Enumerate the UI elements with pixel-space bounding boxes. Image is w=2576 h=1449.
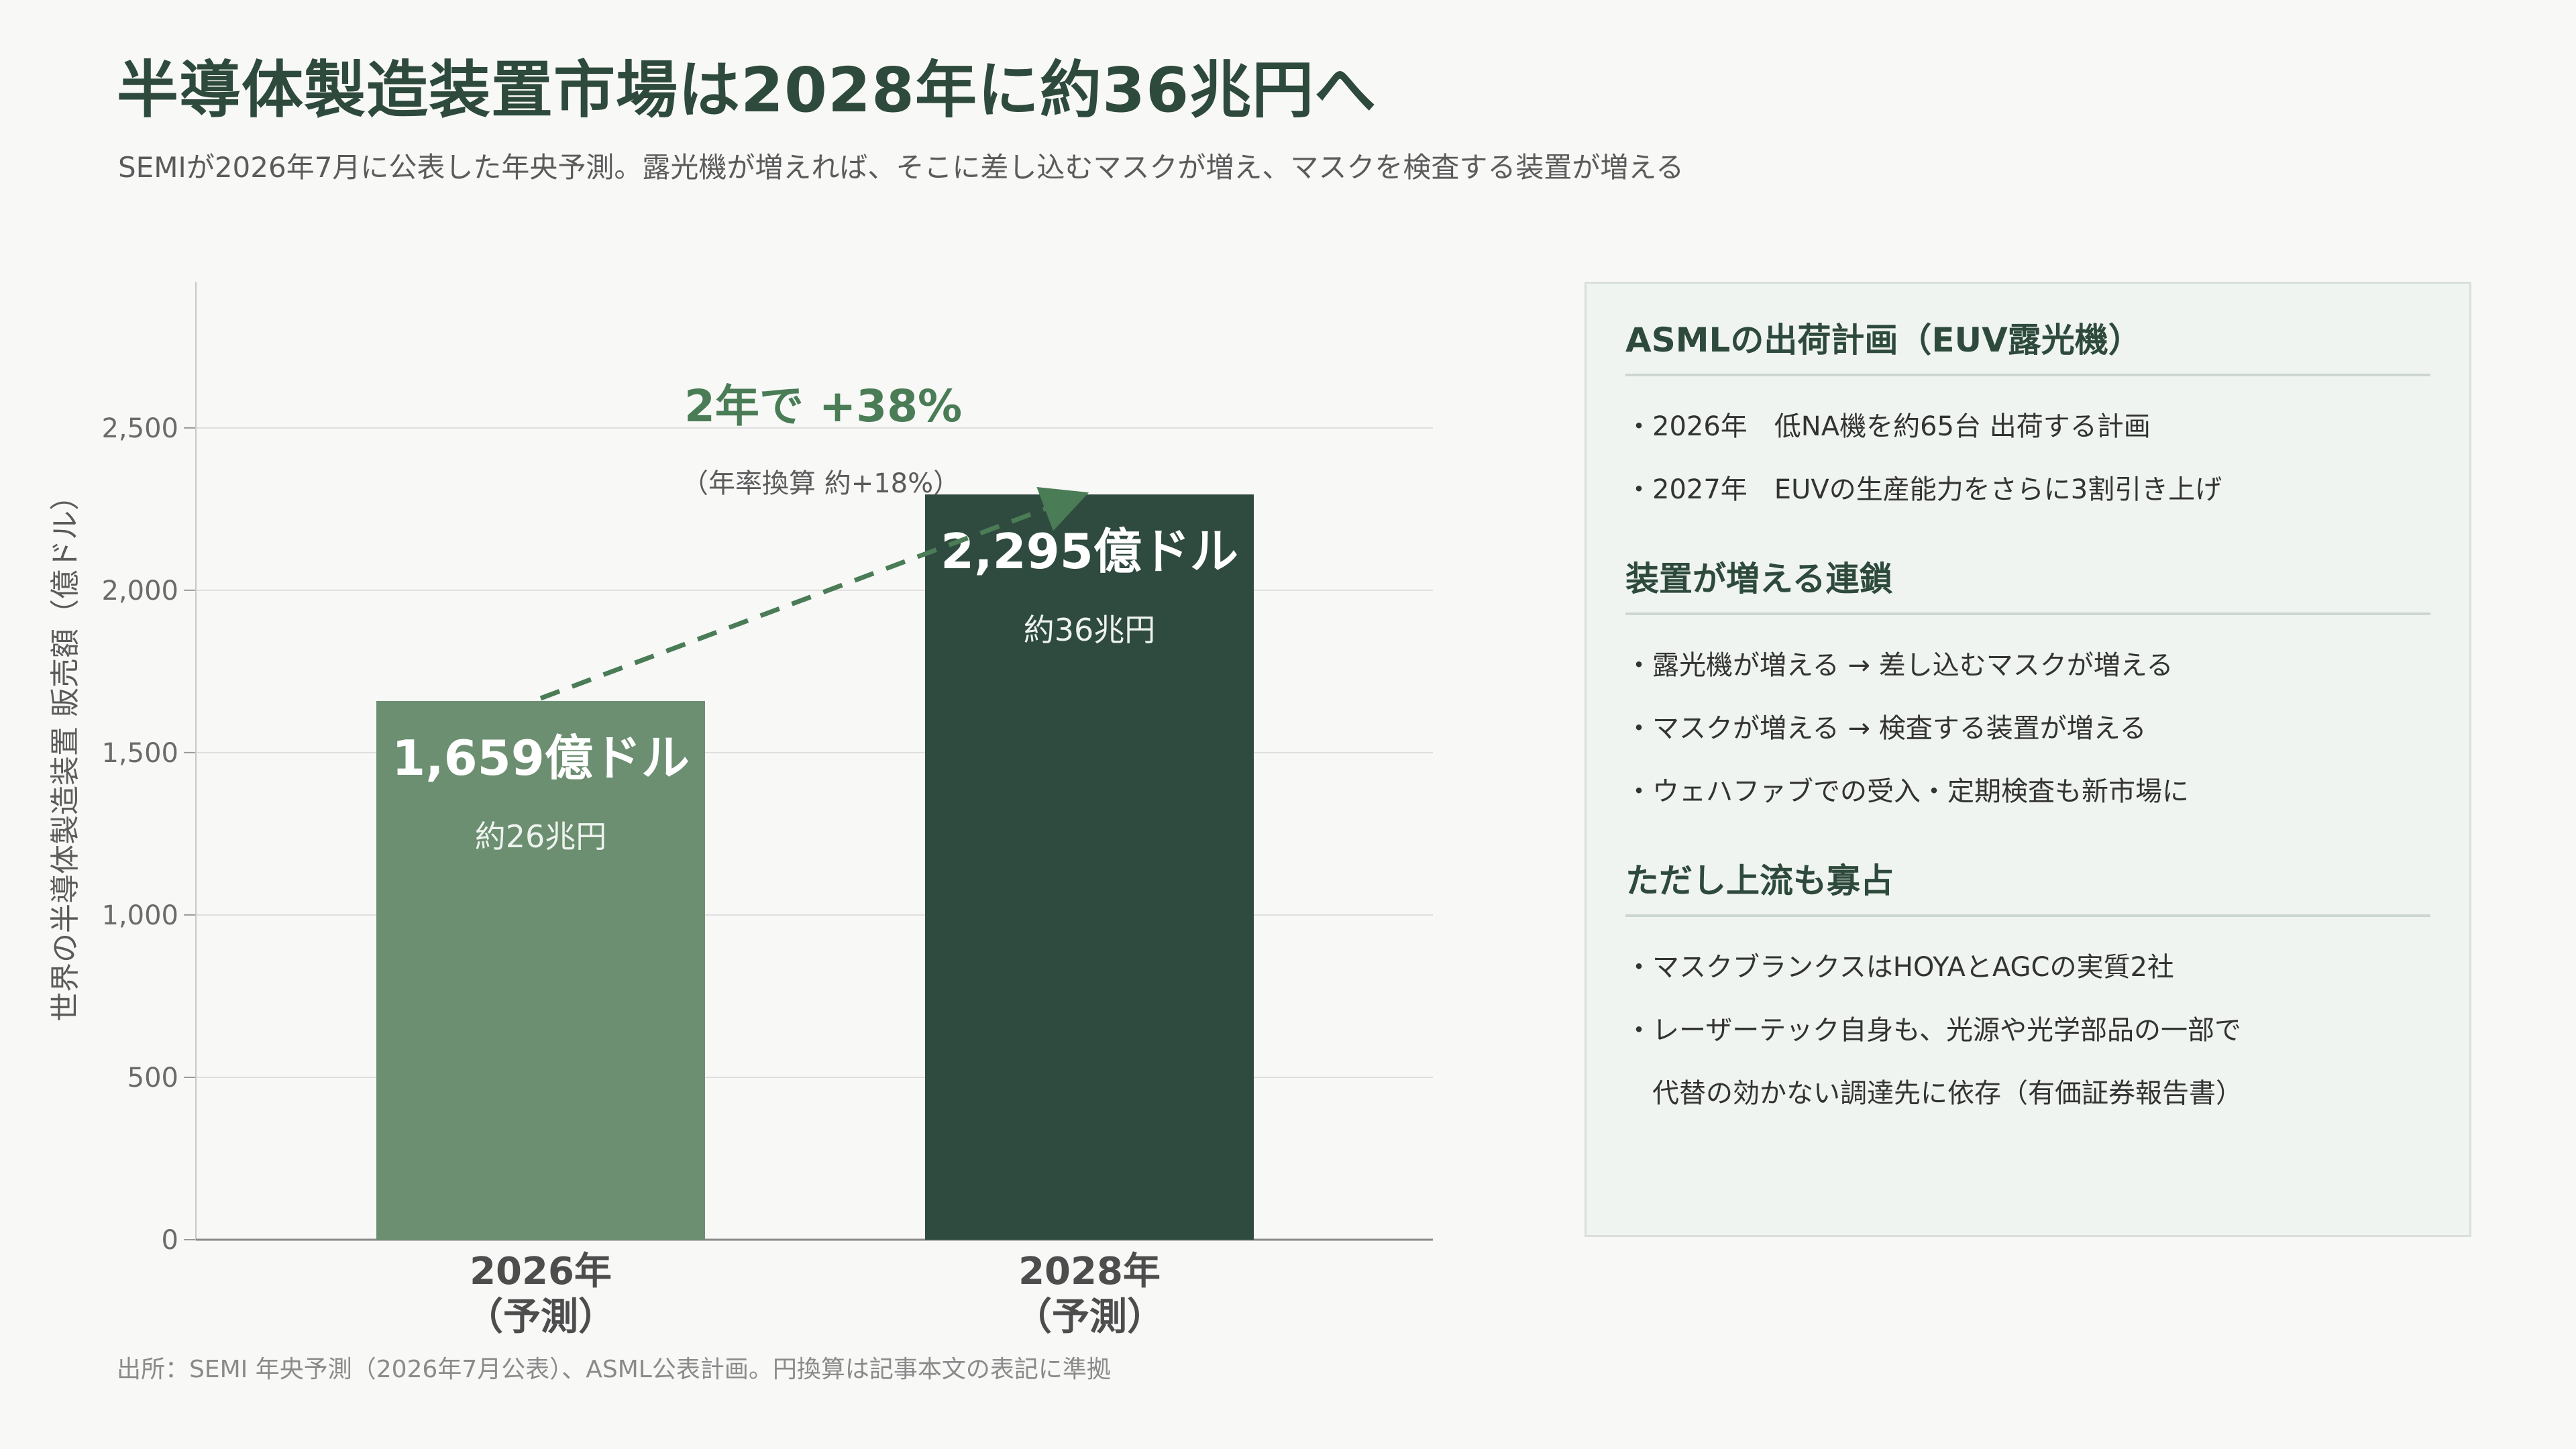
bar [925, 494, 1254, 1240]
bar-value-label: 2,295億ドル [941, 523, 1238, 580]
y-tick-label: 1,500 [101, 738, 178, 769]
list-item: ・2027年 EUVの生産能力をさらに3割引き上げ [1625, 474, 2222, 505]
x-category-label: （予測） [1014, 1295, 1165, 1339]
panel-heading-chain: 装置が増える連鎖 [1625, 552, 2430, 615]
panel-list-chain: ・露光機が増える → 差し込むマスクが増える ・マスクが増える → 検査する装置… [1625, 634, 2430, 823]
y-tick-label: 2,500 [101, 413, 178, 444]
bar-value-label: 1,659億ドル [392, 730, 690, 786]
panel-section-asml: ASMLの出荷計画（EUV露光機） ・2026年 低NA機を約65台 出荷する計… [1625, 313, 2430, 521]
growth-annotation-sub: （年率換算 約+18%） [682, 468, 960, 499]
y-tick-label: 500 [127, 1063, 178, 1093]
y-tick-label: 1,000 [101, 900, 178, 931]
bar [376, 700, 705, 1240]
x-category-label: 2028年 [1018, 1250, 1161, 1293]
list-item: ・レーザーテック自身も、光源や光学部品の一部で [1625, 1015, 2241, 1046]
panel-heading-asml: ASMLの出荷計画（EUV露光機） [1625, 313, 2430, 376]
growth-arrow [539, 486, 1089, 701]
list-item: ・ウェハファブでの受入・定期検査も新市場に [1625, 776, 2189, 807]
panel-list-upstream: ・マスクブランクスはHOYAとAGCの実質2社 ・レーザーテック自身も、光源や光… [1625, 936, 2430, 1125]
y-axis-label: 世界の半導体製造装置 販売額（億ドル） [48, 481, 83, 1022]
bar-sub-label: 約36兆円 [1024, 612, 1156, 648]
page-title: 半導体製造装置市場は2028年に約36兆円へ [117, 54, 1377, 126]
source-note: 出所：SEMI 年央予測（2026年7月公表）、ASML公表計画。円換算は記事本… [117, 1356, 1111, 1383]
list-item: ・マスクブランクスはHOYAとAGCの実質2社 [1625, 952, 2174, 983]
bars [376, 494, 1254, 1240]
panel-list-asml: ・2026年 低NA機を約65台 出荷する計画 ・2027年 EUVの生産能力を… [1625, 395, 2430, 521]
panel-heading-upstream: ただし上流も寡占 [1625, 854, 2430, 917]
list-item: ・2026年 低NA機を約65台 出荷する計画 [1625, 411, 2151, 442]
growth-annotation: 2年で +38% [684, 380, 962, 432]
side-panel: ASMLの出荷計画（EUV露光機） ・2026年 低NA機を約65台 出荷する計… [1585, 282, 2471, 1237]
list-item: 代替の効かない調達先に依存（有価証券報告書） [1625, 1078, 2243, 1109]
panel-section-chain: 装置が増える連鎖 ・露光機が増える → 差し込むマスクが増える ・マスクが増える… [1625, 552, 2430, 823]
bar-sub-label: 約26兆円 [475, 818, 607, 855]
panel-section-upstream: ただし上流も寡占 ・マスクブランクスはHOYAとAGCの実質2社 ・レーザーテッ… [1625, 854, 2430, 1125]
x-category-label: 2026年 [470, 1250, 612, 1293]
list-item: ・露光機が増える → 差し込むマスクが増える [1625, 650, 2174, 681]
page-subtitle: SEMIが2026年7月に公表した年央予測。露光機が増えれば、そこに差し込むマス… [118, 151, 1684, 184]
x-category-label: （予測） [466, 1295, 616, 1339]
y-tick-label: 0 [162, 1225, 178, 1256]
list-item: ・マスクが増える → 検査する装置が増える [1625, 713, 2147, 744]
y-tick-label: 2,000 [101, 576, 178, 606]
